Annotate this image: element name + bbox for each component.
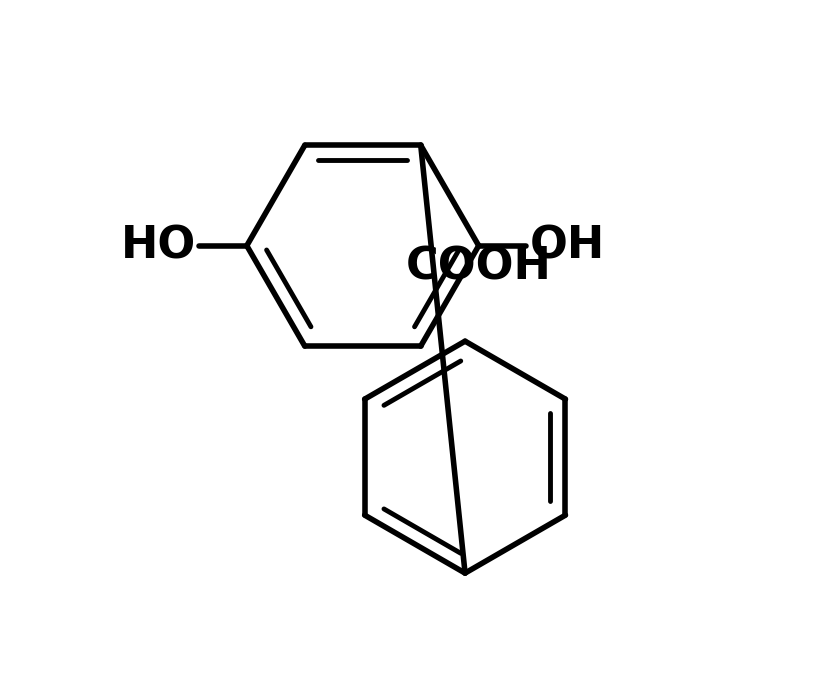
Text: OH: OH [530, 224, 605, 267]
Text: HO: HO [121, 224, 195, 267]
Text: COOH: COOH [406, 246, 552, 289]
